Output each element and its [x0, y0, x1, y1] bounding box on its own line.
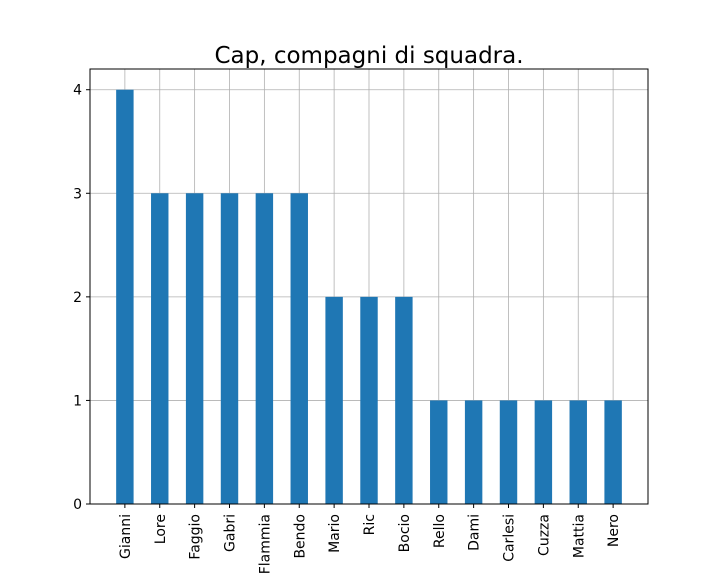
bar-rello — [430, 400, 448, 504]
bar-gabri — [220, 193, 239, 505]
x-tick-label: Gianni — [118, 514, 134, 559]
x-tick-label: Dami — [467, 514, 483, 551]
bar-carlesi — [499, 400, 518, 504]
x-tick-label: Flammia — [257, 514, 273, 574]
x-tick-label: Ric — [362, 514, 378, 535]
y-tick-label: 0 — [73, 497, 82, 513]
x-tick-label: Bendo — [292, 514, 308, 559]
y-axis: 0 1 2 3 4 — [73, 83, 90, 513]
bar-flammia — [255, 193, 274, 505]
x-tick-label: Mario — [327, 514, 343, 553]
bar-cuzza — [534, 400, 553, 504]
bar-mario — [325, 296, 343, 504]
bar-faggio — [185, 193, 204, 505]
bar-ric — [360, 296, 378, 504]
x-tick-label: Lore — [153, 514, 169, 544]
bar-gianni — [116, 89, 134, 504]
x-tick-label: Rello — [432, 514, 448, 548]
x-tick-label: Cuzza — [536, 514, 552, 556]
bar-mattia — [569, 400, 587, 504]
bar-bendo — [290, 193, 308, 505]
x-tick-label: Bocio — [397, 514, 413, 552]
x-tick-label: Carlesi — [502, 514, 518, 562]
x-tick-label: Gabri — [223, 514, 239, 552]
y-tick-label: 1 — [73, 393, 82, 409]
bar-dami — [464, 400, 483, 504]
bar-bocio — [395, 296, 413, 504]
chart-title: Cap, compagni di squadra. — [214, 43, 523, 69]
x-tick-label: Nero — [606, 514, 622, 547]
bar-lore — [151, 193, 169, 505]
y-tick-label: 4 — [73, 83, 82, 99]
y-tick-label: 3 — [73, 186, 82, 202]
x-tick-label: Mattia — [571, 514, 587, 558]
y-tick-label: 2 — [73, 290, 82, 306]
x-axis: Gianni Lore Faggio Gabri Flammia Bendo Mario Ri… — [118, 504, 622, 574]
bar-nero — [604, 400, 622, 504]
bars-layer — [116, 89, 622, 505]
x-tick-label: Faggio — [188, 514, 204, 560]
